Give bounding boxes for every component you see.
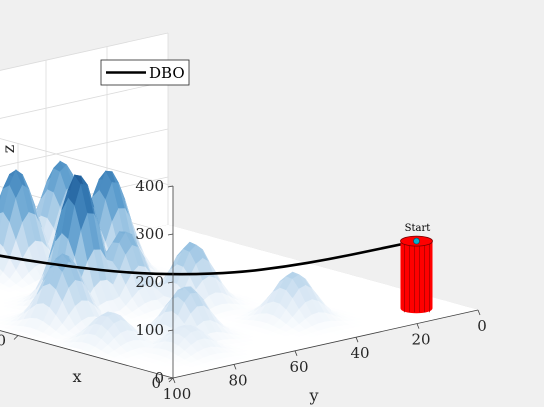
- start-label: Start: [405, 223, 431, 234]
- grid-line-z: [0, 32, 174, 187]
- axis-ticks: 0100200300400050100100806040200: [0, 177, 487, 403]
- tick-label-y: 40: [350, 344, 369, 362]
- start-marker: [413, 237, 420, 245]
- tick-label-z: 0: [154, 369, 164, 387]
- obstacle-start: Start: [400, 223, 433, 314]
- dbo-path: [0, 239, 417, 276]
- tick-label-y: 60: [289, 358, 308, 376]
- terrain-surface: [0, 160, 479, 379]
- tick-label-z: 400: [135, 177, 164, 195]
- tick-mark-y: [233, 364, 237, 370]
- tick-mark-y: [355, 337, 359, 343]
- axis-label-x: x: [72, 367, 81, 386]
- tick-mark-y: [477, 309, 481, 316]
- tick-mark-z: [167, 281, 174, 284]
- tick-label-z: 300: [135, 225, 164, 243]
- legend-label-dbo: DBO: [149, 64, 185, 82]
- tick-label-y: 0: [477, 317, 487, 335]
- tick-label-y: 20: [411, 331, 430, 349]
- axis-line-y: [172, 309, 479, 379]
- tick-mark-y: [172, 377, 176, 384]
- axis-labels: x y z: [0, 145, 319, 405]
- axis-line-x: [0, 330, 174, 379]
- axis-label-y: y: [308, 386, 318, 405]
- tick-label-x: 50: [0, 332, 6, 350]
- tick-label-y: 80: [228, 371, 247, 389]
- tick-label-z: 100: [135, 321, 164, 339]
- surface-patch: [0, 268, 4, 278]
- tick-label-x: 0: [151, 374, 161, 392]
- tick-mark-z: [167, 329, 174, 332]
- obstacle-body: [400, 241, 433, 314]
- tick-label-z: 200: [135, 273, 164, 291]
- tick-mark-x: [13, 335, 19, 340]
- tick-mark-z: [167, 233, 174, 236]
- legend: DBO: [100, 59, 190, 86]
- axis-label-z: z: [0, 145, 18, 153]
- surface-patch: [0, 281, 5, 287]
- series-line-dbo: [0, 239, 417, 276]
- tick-mark-y: [416, 323, 420, 329]
- tick-mark-z: [167, 185, 174, 188]
- tick-label-y: 100: [163, 385, 192, 403]
- tick-mark-y: [294, 350, 298, 356]
- tick-mark-x: [168, 377, 174, 383]
